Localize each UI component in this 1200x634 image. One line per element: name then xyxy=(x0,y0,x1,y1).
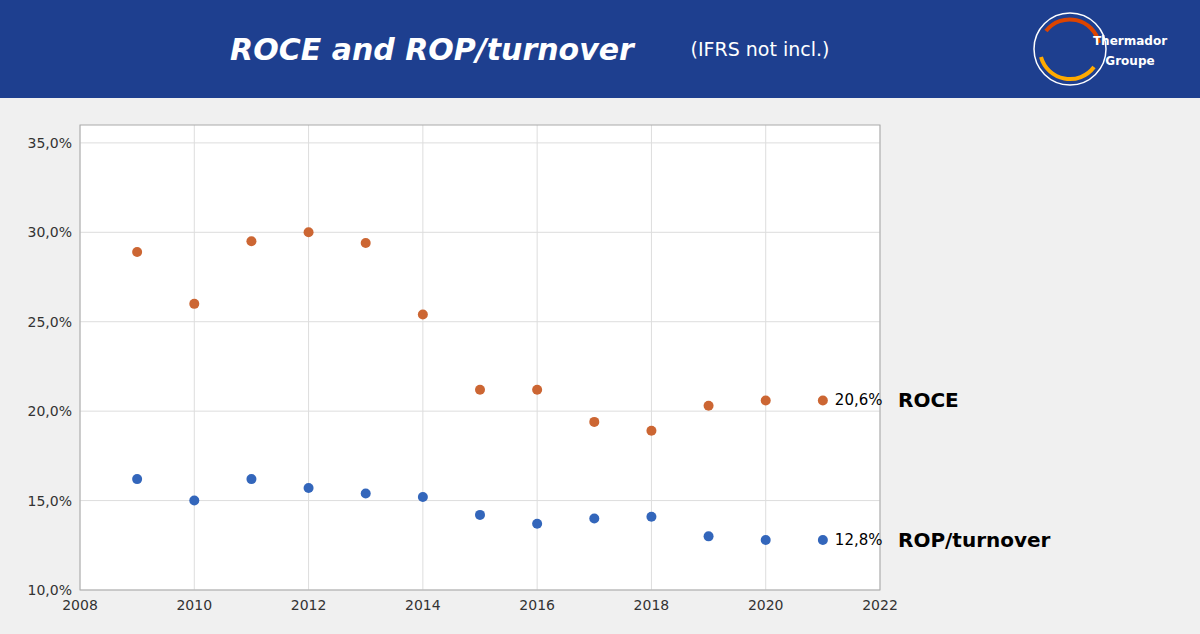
series xyxy=(132,227,828,436)
point xyxy=(418,310,428,320)
plot-frame xyxy=(80,125,880,590)
y-tick-label: 35,0% xyxy=(28,135,72,151)
grid-line xyxy=(80,321,880,322)
point xyxy=(132,247,142,257)
y-tick-label: 25,0% xyxy=(28,314,72,330)
x-tick-label: 2020 xyxy=(748,597,784,613)
subtitle: (IFRS not incl.) xyxy=(691,38,830,60)
data-label: 12,8% xyxy=(835,531,883,549)
labels: 20,6% ROCE 12,8% ROP/turnover xyxy=(835,388,1051,552)
annotation: Groupe xyxy=(1105,54,1154,68)
y-tick-label: 30,0% xyxy=(28,224,72,240)
grid-line xyxy=(80,411,880,412)
point xyxy=(418,492,428,502)
point xyxy=(704,401,714,411)
point xyxy=(589,417,599,427)
grid-line xyxy=(80,232,880,233)
data-label: 20,6% xyxy=(835,391,883,409)
grid-line xyxy=(80,142,880,143)
point xyxy=(189,299,199,309)
point xyxy=(475,510,485,520)
series-label: ROCE xyxy=(898,388,959,412)
point xyxy=(761,395,771,405)
grid-line xyxy=(765,125,766,590)
axes: 10,0% 15,0% 20,0% 25,0% 30,0% 35,0% 2008 2010 20… xyxy=(28,135,898,613)
y-tick-label: 15,0% xyxy=(28,493,72,509)
point xyxy=(246,236,256,246)
logo-arc xyxy=(1041,57,1094,79)
y-tick-label: 20,0% xyxy=(28,403,72,419)
point xyxy=(304,483,314,493)
series-label: ROP/turnover xyxy=(898,528,1051,552)
title: ROCE and ROP/turnover xyxy=(230,32,636,67)
grid-line xyxy=(80,500,880,501)
annotation: Thermador xyxy=(1093,34,1167,48)
y-tick-label: 10,0% xyxy=(28,582,72,598)
x-tick-label: 2010 xyxy=(176,597,212,613)
x-tick-label: 2012 xyxy=(291,597,327,613)
point xyxy=(589,513,599,523)
point xyxy=(132,474,142,484)
grid-line xyxy=(194,125,195,590)
point xyxy=(761,535,771,545)
x-tick-label: 2008 xyxy=(62,597,98,613)
logo-arc xyxy=(1046,19,1099,43)
point xyxy=(304,227,314,237)
point xyxy=(818,395,828,405)
point xyxy=(361,238,371,248)
point xyxy=(818,535,828,545)
point xyxy=(704,531,714,541)
grid-line xyxy=(308,125,309,590)
chart: ROCE and ROP/turnover (IFRS not incl.) The… xyxy=(0,0,1200,634)
grid xyxy=(80,125,880,590)
point xyxy=(361,488,371,498)
plot-background xyxy=(80,125,880,590)
point xyxy=(646,426,656,436)
point xyxy=(532,385,542,395)
marks xyxy=(132,227,828,545)
series xyxy=(132,474,828,545)
point xyxy=(532,519,542,529)
x-tick-label: 2014 xyxy=(405,597,441,613)
header xyxy=(0,0,1200,98)
point xyxy=(475,385,485,395)
x-tick-label: 2016 xyxy=(519,597,555,613)
logo: Thermador Groupe xyxy=(1034,13,1167,85)
page-background xyxy=(0,0,1200,634)
point xyxy=(246,474,256,484)
point xyxy=(189,496,199,506)
logo-circle xyxy=(1034,13,1106,85)
x-tick-label: 2018 xyxy=(634,597,670,613)
point xyxy=(646,512,656,522)
grid-line xyxy=(422,125,423,590)
x-tick-label: 2022 xyxy=(862,597,898,613)
